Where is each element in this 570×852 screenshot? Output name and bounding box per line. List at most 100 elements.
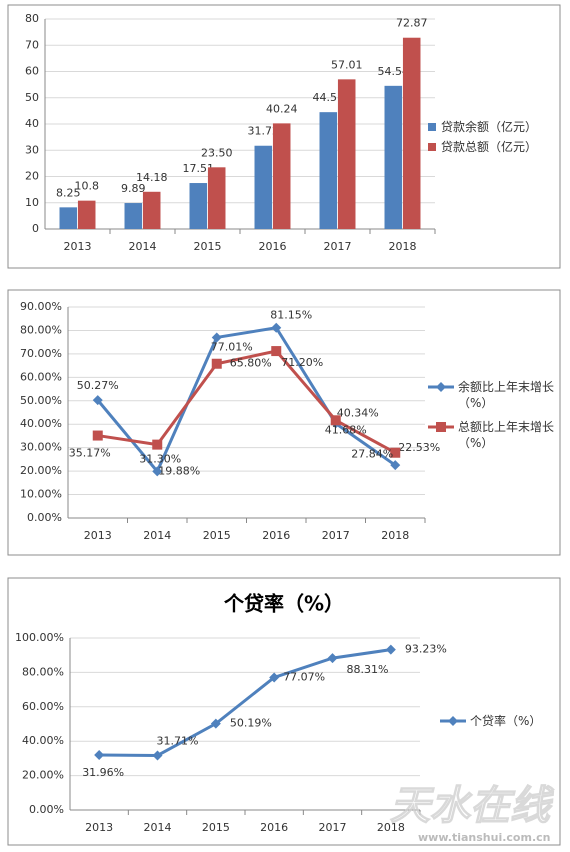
y-tick-label: 30 xyxy=(25,143,39,156)
chart-frame xyxy=(7,577,561,846)
x-tick-label: 2013 xyxy=(85,821,113,834)
x-tick-label: 2014 xyxy=(144,821,172,834)
point-marker xyxy=(271,346,282,357)
data-label: 27.84% xyxy=(351,448,393,461)
y-tick-label: 40.00% xyxy=(20,417,62,430)
point-marker xyxy=(385,644,396,655)
series-line xyxy=(96,326,397,475)
bar xyxy=(207,167,226,229)
legend-label: 余额比上年末增长（%） xyxy=(458,380,555,410)
bar xyxy=(402,37,421,230)
series-line xyxy=(97,349,396,455)
bar xyxy=(319,112,338,229)
data-label: 31.96% xyxy=(82,766,124,779)
y-tick-label: 10 xyxy=(25,196,39,209)
y-tick-label: 40.00% xyxy=(22,734,64,747)
x-tick-label: 2014 xyxy=(129,240,157,253)
y-tick-label: 0.00% xyxy=(27,511,62,524)
data-label: 50.19% xyxy=(230,717,272,730)
x-tick-label: 2018 xyxy=(381,529,409,542)
data-label: 93.23% xyxy=(405,643,447,656)
y-tick-label: 10.00% xyxy=(20,488,62,501)
point-marker xyxy=(92,430,103,441)
point-marker xyxy=(92,395,103,406)
x-tick-label: 2018 xyxy=(389,240,417,253)
y-tick-label: 0 xyxy=(32,222,39,235)
bar xyxy=(254,145,273,229)
legend-marker xyxy=(448,716,458,726)
x-tick-label: 2013 xyxy=(64,240,92,253)
data-label: 65.80% xyxy=(230,357,272,370)
y-tick-label: 20.00% xyxy=(22,769,64,782)
data-label: 17.51 xyxy=(183,162,215,175)
y-tick-label: 50 xyxy=(25,91,39,104)
legend-marker xyxy=(436,422,446,432)
y-tick-label: 80 xyxy=(25,12,39,25)
data-label: 14.18 xyxy=(136,171,168,184)
legend-marker xyxy=(436,382,446,392)
x-tick-label: 2013 xyxy=(84,529,112,542)
bar xyxy=(124,203,143,229)
data-label: 22.53% xyxy=(398,441,440,454)
bar xyxy=(384,85,403,230)
y-tick-label: 100.00% xyxy=(15,631,64,644)
point-marker xyxy=(390,460,401,471)
data-label: 77.01% xyxy=(211,340,253,353)
data-label: 81.15% xyxy=(270,309,312,322)
data-label: 50.27% xyxy=(77,379,119,392)
data-label: 35.17% xyxy=(69,447,111,460)
data-label: 9.89 xyxy=(121,182,146,195)
point-marker xyxy=(152,750,163,761)
point-marker xyxy=(211,332,222,343)
point-marker xyxy=(94,750,105,761)
y-tick-label: 90.00% xyxy=(20,300,62,313)
point-marker xyxy=(327,653,338,664)
watermark-url: www.tianshui.com.cn xyxy=(418,831,550,844)
legend-swatch xyxy=(428,123,436,131)
x-tick-label: 2017 xyxy=(324,240,352,253)
point-marker xyxy=(390,447,401,458)
data-label: 19.88% xyxy=(158,464,200,477)
data-label: 31.71% xyxy=(157,734,199,747)
series-line xyxy=(99,648,392,757)
x-tick-label: 2017 xyxy=(319,821,347,834)
data-label: 54.54 xyxy=(378,65,410,78)
legend-label: 总额比上年末增长（%） xyxy=(458,420,555,450)
y-tick-label: 70.00% xyxy=(20,347,62,360)
x-tick-label: 2015 xyxy=(202,821,230,834)
y-tick-label: 80.00% xyxy=(22,665,64,678)
x-tick-label: 2018 xyxy=(377,821,405,834)
x-tick-label: 2015 xyxy=(194,240,222,253)
data-label: 57.01 xyxy=(331,58,363,71)
y-tick-label: 0.00% xyxy=(29,803,64,816)
data-label: 88.31% xyxy=(347,663,389,676)
bar xyxy=(272,123,291,229)
x-tick-label: 2016 xyxy=(262,529,290,542)
watermark-logo: 天水在线 xyxy=(390,783,554,829)
legend-label: 贷款总额（亿元） xyxy=(441,140,538,154)
data-label: 31.72 xyxy=(248,125,280,138)
bar xyxy=(337,79,356,229)
y-tick-label: 70 xyxy=(25,38,39,51)
point-marker xyxy=(152,439,163,450)
legend-label: 贷款余额（亿元） xyxy=(441,120,538,134)
data-label: 31.30% xyxy=(139,453,181,466)
y-tick-label: 80.00% xyxy=(20,323,62,336)
bar xyxy=(77,200,96,229)
legend-label: 个贷率（%） xyxy=(470,714,542,728)
point-marker xyxy=(271,322,282,333)
data-label: 71.20% xyxy=(281,356,323,369)
x-tick-label: 2017 xyxy=(322,529,350,542)
x-tick-label: 2016 xyxy=(260,821,288,834)
y-tick-label: 60.00% xyxy=(22,700,64,713)
bar xyxy=(142,191,161,229)
data-label: 10.8 xyxy=(74,180,99,193)
data-label: 72.87 xyxy=(396,17,428,30)
point-marker xyxy=(330,415,341,426)
data-label: 8.25 xyxy=(56,186,81,199)
y-tick-label: 40 xyxy=(25,117,39,130)
x-tick-label: 2015 xyxy=(203,529,231,542)
y-tick-label: 20.00% xyxy=(20,464,62,477)
